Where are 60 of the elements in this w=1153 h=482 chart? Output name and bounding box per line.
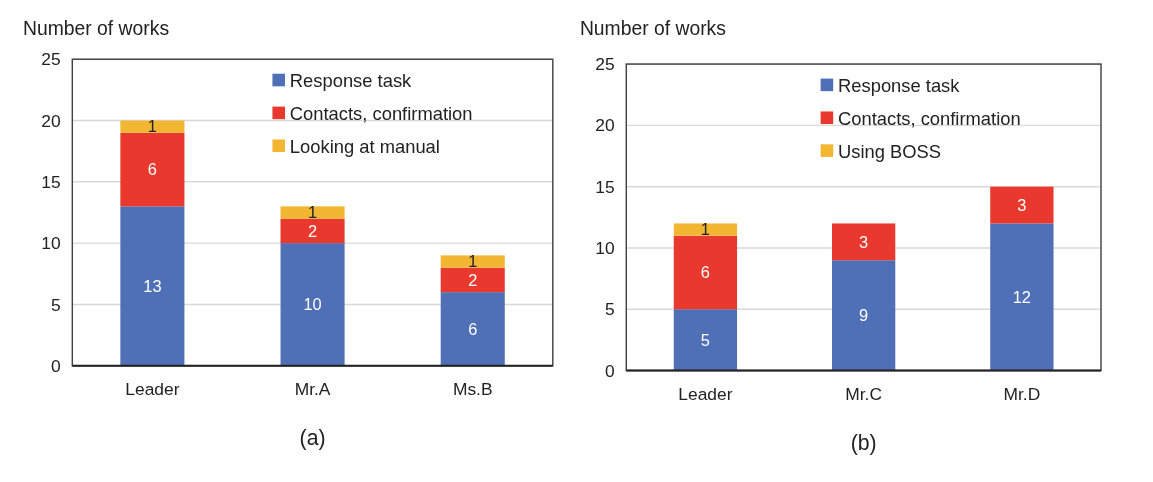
- bar: [280, 206, 345, 219]
- legend-label: Response task: [289, 69, 413, 91]
- data-label: 10: [303, 295, 322, 314]
- x-tick-label: Ms.B: [452, 378, 493, 399]
- x-tick-label: Mr.D: [1003, 383, 1041, 404]
- legend-label: Response task: [838, 74, 961, 96]
- data-label: 2: [307, 221, 318, 240]
- x-tick-label: Mr.C: [845, 383, 882, 404]
- data-label: 13: [143, 276, 162, 295]
- bar: [673, 223, 738, 236]
- text: (b): [850, 430, 877, 455]
- bar: [990, 186, 1054, 224]
- data-label: 12: [1012, 287, 1032, 306]
- y-tick-label: 20: [595, 115, 615, 136]
- data-label: 6: [700, 263, 710, 282]
- y-tick-label: 15: [41, 171, 61, 192]
- bar: [280, 243, 345, 366]
- bar: [831, 260, 896, 371]
- data-label: 1: [307, 203, 318, 222]
- bar: [831, 223, 896, 261]
- y-tick-label: 15: [595, 176, 615, 197]
- x-tick-label: Leader: [125, 378, 180, 399]
- y-tick-label: 0: [605, 360, 615, 381]
- y-tick-label: 25: [595, 54, 615, 75]
- data-label: 9: [859, 306, 869, 325]
- bar: [673, 309, 738, 371]
- y-tick-label: 5: [51, 294, 61, 315]
- y-tick-label: 0: [51, 355, 61, 376]
- data-label: 1: [700, 220, 710, 239]
- y-axis-title: Number of works: [23, 18, 170, 40]
- bar: [990, 223, 1054, 371]
- bar: [440, 267, 505, 293]
- legend-label: Looking at manual: [289, 135, 440, 157]
- y-tick-label: 10: [595, 238, 615, 259]
- y-tick-label: 5: [605, 299, 615, 320]
- y-tick-label: 25: [41, 49, 61, 70]
- legend-label: Contacts, confirmation: [838, 107, 1021, 129]
- bar: [673, 235, 738, 310]
- bar: [440, 255, 505, 268]
- data-label: 3: [859, 232, 869, 251]
- data-label: 1: [468, 252, 478, 271]
- data-label: 3: [1017, 195, 1027, 214]
- bar: [120, 120, 185, 133]
- legend-label: Using BOSS: [838, 140, 942, 162]
- data-label: 5: [700, 330, 710, 349]
- data-label: 6: [147, 160, 157, 179]
- bar: [120, 132, 185, 207]
- x-tick-label: Leader: [678, 383, 733, 404]
- legend-label: Contacts, confirmation: [289, 102, 473, 124]
- data-label: 6: [468, 319, 478, 338]
- bar: [280, 218, 345, 244]
- y-axis-title: Number of works: [579, 18, 726, 40]
- y-tick-label: 20: [41, 110, 61, 131]
- bar: [120, 206, 185, 366]
- text: (a): [299, 426, 326, 450]
- data-label: 1: [147, 117, 157, 136]
- x-tick-label: Mr.A: [294, 378, 331, 399]
- y-tick-label: 10: [41, 233, 61, 254]
- bar: [440, 292, 505, 366]
- data-label: 2: [468, 270, 478, 289]
